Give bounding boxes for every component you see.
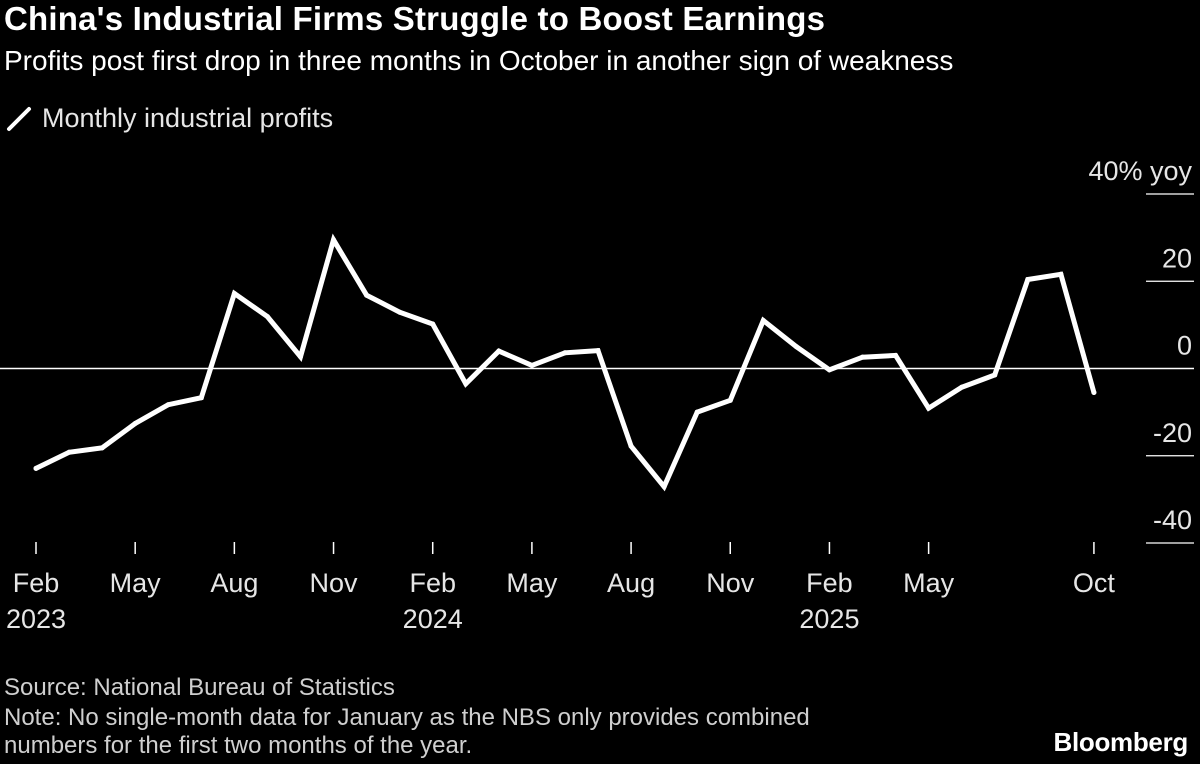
- data-point: [264, 314, 270, 320]
- data-point: [331, 237, 337, 243]
- x-year-label: 2023: [6, 604, 66, 634]
- y-tick-label: 40% yoy: [1088, 156, 1192, 186]
- data-point: [529, 362, 535, 368]
- data-point: [496, 348, 502, 354]
- x-tick-label: Nov: [706, 568, 755, 598]
- y-tick-label: 20: [1162, 243, 1192, 273]
- data-point: [1091, 389, 1097, 395]
- data-point: [992, 372, 998, 378]
- legend-label: Monthly industrial profits: [42, 103, 334, 133]
- data-point: [1058, 271, 1064, 277]
- data-point: [99, 445, 105, 451]
- data-point: [694, 409, 700, 415]
- data-point: [793, 344, 799, 350]
- y-tick-label: -20: [1153, 418, 1192, 448]
- x-tick-label: Oct: [1073, 568, 1116, 598]
- series-line-monthly-industrial-profits: [33, 233, 1097, 492]
- data-point: [33, 465, 39, 471]
- x-tick-label: Feb: [13, 568, 60, 598]
- data-point: [430, 321, 436, 327]
- data-point: [595, 348, 601, 354]
- data-point: [165, 402, 171, 408]
- x-tick-label: May: [110, 568, 162, 598]
- series-group: [33, 233, 1097, 492]
- legend: Monthly industrial profits: [4, 103, 333, 134]
- x-tick-label: Feb: [806, 568, 853, 598]
- x-tick-label: Nov: [310, 568, 359, 598]
- data-point: [297, 354, 303, 360]
- data-point: [397, 309, 403, 315]
- data-point: [198, 395, 204, 401]
- data-point: [926, 405, 932, 411]
- data-point: [463, 381, 469, 387]
- data-point: [1025, 277, 1031, 283]
- x-tick-label: Aug: [607, 568, 655, 598]
- data-point: [231, 290, 237, 296]
- data-point: [826, 367, 832, 373]
- x-axis: Feb 2023 May Aug Nov Feb 2024 May Aug Nov Feb 2025 M…: [6, 542, 1115, 634]
- x-tick-label: May: [506, 568, 558, 598]
- data-point: [959, 384, 965, 390]
- chart-title: China's Industrial Firms Struggle to Boo…: [4, 0, 826, 37]
- data-point: [364, 292, 370, 298]
- data-point: [860, 354, 865, 360]
- data-point: [562, 350, 568, 356]
- legend-line-icon: [7, 106, 31, 131]
- data-point: [760, 318, 766, 324]
- y-gridlines: [0, 193, 1194, 544]
- data-point: [66, 449, 72, 455]
- x-year-label: 2024: [403, 604, 463, 634]
- data-point: [893, 352, 899, 358]
- y-axis-labels: 40% yoy 20 0 -20 -40: [1088, 156, 1192, 535]
- source-note: Source: National Bureau of Statistics: [4, 674, 395, 701]
- x-year-label: 2025: [799, 604, 859, 634]
- footnote-line-1: Note: No single-month data for January a…: [4, 704, 810, 731]
- y-tick-label: 0: [1177, 331, 1192, 361]
- x-tick-label: May: [903, 568, 955, 598]
- data-point: [661, 484, 667, 490]
- data-point: [628, 443, 634, 449]
- footnote-line-2: numbers for the first two months of the …: [4, 732, 473, 759]
- x-tick-label: Aug: [210, 568, 258, 598]
- data-point: [727, 397, 733, 403]
- y-tick-label: -40: [1153, 505, 1192, 535]
- chart-subtitle: Profits post first drop in three months …: [4, 45, 954, 76]
- bloomberg-logo: Bloomberg: [1053, 727, 1188, 757]
- data-point: [132, 420, 138, 426]
- x-tick-label: Feb: [409, 568, 456, 598]
